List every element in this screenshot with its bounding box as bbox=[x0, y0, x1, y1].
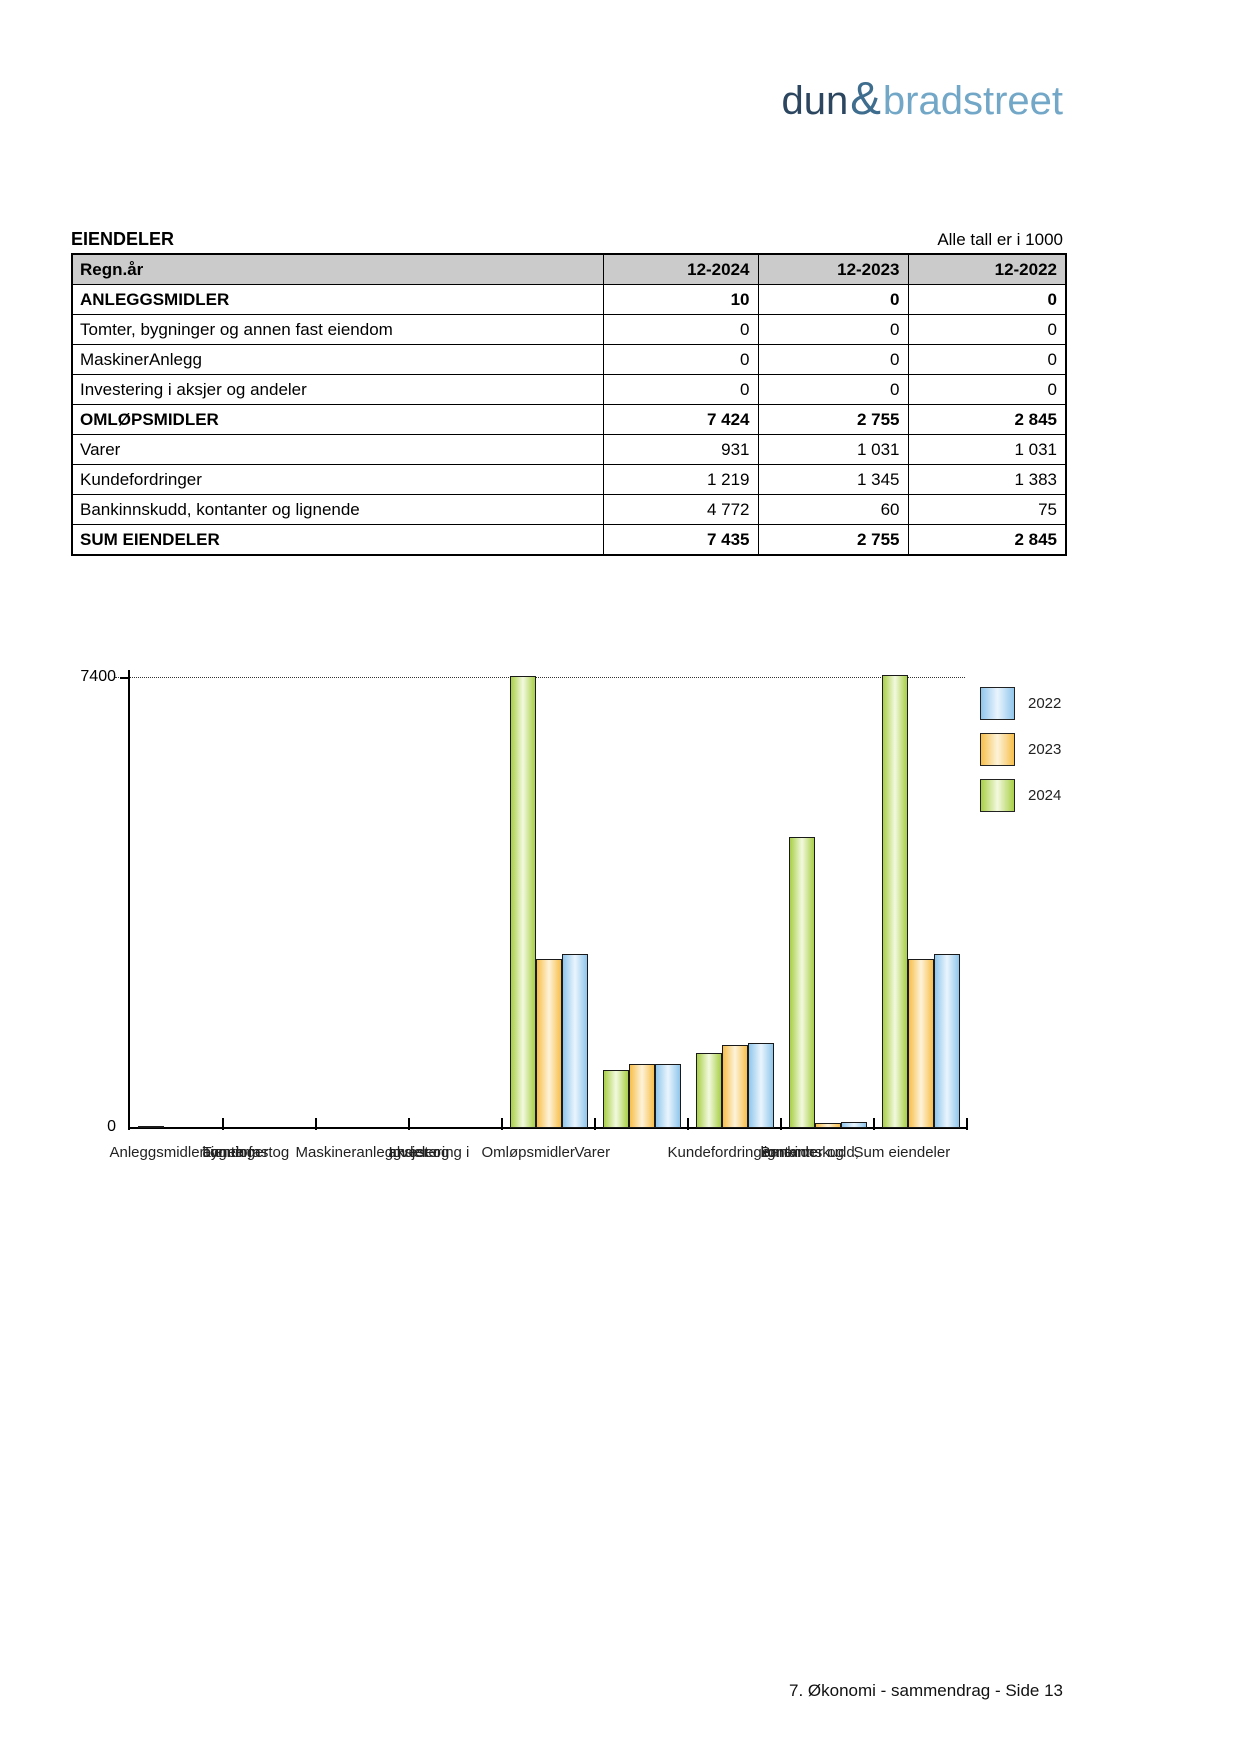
x-category-label-line: annen fast bbox=[202, 1144, 273, 1161]
row-label: SUM EIENDELER bbox=[71, 524, 604, 556]
table-row: Bankinnskudd, kontanter og lignende 4 77… bbox=[71, 494, 1067, 525]
cell-value: 1 383 bbox=[907, 464, 1067, 495]
cell-value: 0 bbox=[907, 314, 1067, 345]
row-label: Tomter, bygninger og annen fast eiendom bbox=[71, 314, 604, 345]
row-label: Bankinnskudd, kontanter og lignende bbox=[71, 494, 604, 525]
cell-value: 2 845 bbox=[907, 524, 1067, 556]
cell-value: 7 435 bbox=[602, 524, 759, 556]
legend-label-2022: 2022 bbox=[1028, 695, 1062, 712]
cell-value: 0 bbox=[907, 284, 1067, 315]
legend-swatch-2024 bbox=[980, 779, 1015, 812]
table-row: Investering i aksjer og andeler 0 0 0 bbox=[71, 374, 1067, 405]
cell-value: 0 bbox=[602, 374, 759, 405]
column-header: 12-2023 bbox=[757, 253, 909, 285]
bar-2022-cat7 bbox=[840, 1122, 867, 1128]
cell-value: 1 031 bbox=[757, 434, 909, 465]
x-axis bbox=[128, 1127, 968, 1129]
bar-2022-cat6 bbox=[747, 1043, 774, 1128]
y-tick-label-zero: 0 bbox=[107, 1118, 116, 1135]
cell-value: 0 bbox=[907, 374, 1067, 405]
x-category-label-line: aksjer og bbox=[388, 1144, 450, 1161]
x-category-label-line: Bankinnskudd, bbox=[760, 1144, 859, 1161]
dun-bradstreet-logo: dun&bradstreet bbox=[71, 75, 1063, 123]
table-row: Kundefordringer 1 219 1 345 1 383 bbox=[71, 464, 1067, 495]
cell-value: 1 031 bbox=[907, 434, 1067, 465]
bar-2023-cat5 bbox=[628, 1064, 655, 1128]
bar-2022-cat5 bbox=[654, 1064, 681, 1128]
x-axis-tick bbox=[594, 1118, 596, 1130]
bar-2023-cat8 bbox=[907, 959, 934, 1128]
bar-2023-cat7 bbox=[814, 1123, 841, 1128]
x-axis-tick bbox=[315, 1118, 317, 1130]
page-footer: 7. Økonomi - sammendrag - Side 13 bbox=[788, 1681, 1063, 1700]
cell-value: 60 bbox=[757, 494, 909, 525]
x-axis-tick bbox=[222, 1118, 224, 1130]
x-category-label-line: Investering i bbox=[388, 1144, 470, 1161]
x-category-label-line: Anleggsmidler bbox=[109, 1144, 205, 1161]
x-category-label-line: bygninger og bbox=[202, 1144, 290, 1161]
x-category-label-line: andeler bbox=[388, 1144, 439, 1161]
x-axis-tick bbox=[966, 1118, 968, 1130]
assets-table: Regn.år 12-2024 12-2023 12-2022 ANLEGGSM… bbox=[71, 253, 1067, 556]
table-row: Tomter, bygninger og annen fast eiendom … bbox=[71, 314, 1067, 345]
cell-value: 0 bbox=[907, 344, 1067, 375]
x-axis-tick bbox=[780, 1118, 782, 1130]
bar-2024-cat4 bbox=[509, 676, 536, 1128]
bar-2022-cat8 bbox=[933, 954, 960, 1128]
legend-label-2024: 2024 bbox=[1028, 787, 1062, 804]
y-tick-max bbox=[120, 677, 128, 679]
bar-2022-cat4 bbox=[561, 954, 588, 1128]
section-title: EIENDELER bbox=[71, 229, 175, 249]
bar-2024-cat6 bbox=[695, 1053, 722, 1128]
cell-value: 75 bbox=[907, 494, 1067, 525]
bar-2024-cat8 bbox=[881, 675, 908, 1128]
table-row: Varer 931 1 031 1 031 bbox=[71, 434, 1067, 465]
cell-value: 2 755 bbox=[757, 524, 909, 556]
x-category-label-line: Sum eiendeler bbox=[853, 1144, 951, 1161]
x-category-label-line: Omløpsmidler bbox=[481, 1144, 575, 1161]
row-label: Kundefordringer bbox=[71, 464, 604, 495]
logo-text-dun: dun bbox=[781, 79, 849, 123]
cell-value: 0 bbox=[757, 344, 909, 375]
legend-swatch-2022 bbox=[980, 687, 1015, 720]
bar-2024-cat0 bbox=[137, 1126, 164, 1128]
y-axis bbox=[128, 670, 130, 1130]
table-row: SUM EIENDELER 7 435 2 755 2 845 bbox=[71, 524, 1067, 556]
x-axis-tick bbox=[687, 1118, 689, 1130]
cell-value: 10 bbox=[602, 284, 759, 315]
x-axis-tick bbox=[408, 1118, 410, 1130]
x-category-label-line: lignende bbox=[760, 1144, 818, 1161]
x-category-label-line: Maskineranlegg bbox=[295, 1144, 402, 1161]
legend-swatch-2023 bbox=[980, 733, 1015, 766]
column-header: 12-2022 bbox=[907, 253, 1067, 285]
x-category-label-line: Tomter, bbox=[202, 1144, 252, 1161]
x-category-label-line: Kundefordringer bbox=[667, 1144, 776, 1161]
gridline-7400 bbox=[115, 677, 965, 678]
section-header: EIENDELER Alle tall er i 1000 bbox=[71, 224, 1063, 250]
cell-value: 1 345 bbox=[757, 464, 909, 495]
cell-value: 4 772 bbox=[602, 494, 759, 525]
legend-label-2023: 2023 bbox=[1028, 741, 1062, 758]
logo-text-bradstreet: bradstreet bbox=[882, 79, 1063, 123]
x-axis-tick bbox=[873, 1118, 875, 1130]
x-axis-tick bbox=[501, 1118, 503, 1130]
x-category-label-line: kontanter og bbox=[760, 1144, 844, 1161]
bar-2024-cat7 bbox=[788, 837, 815, 1128]
units-note: Alle tall er i 1000 bbox=[937, 230, 1063, 249]
y-tick-label-max: 7400 bbox=[80, 668, 116, 685]
bar-2023-cat6 bbox=[721, 1045, 748, 1128]
bar-2023-cat4 bbox=[535, 959, 562, 1128]
x-category-label-line: eiendom bbox=[202, 1144, 261, 1161]
cell-value: 0 bbox=[757, 314, 909, 345]
cell-value: 0 bbox=[757, 284, 909, 315]
cell-value: 2 845 bbox=[907, 404, 1067, 435]
x-category-label-line: Varer bbox=[574, 1144, 611, 1161]
bar-2024-cat5 bbox=[602, 1070, 629, 1128]
column-header: 12-2024 bbox=[602, 253, 759, 285]
logo-ampersand-icon: & bbox=[850, 72, 881, 124]
